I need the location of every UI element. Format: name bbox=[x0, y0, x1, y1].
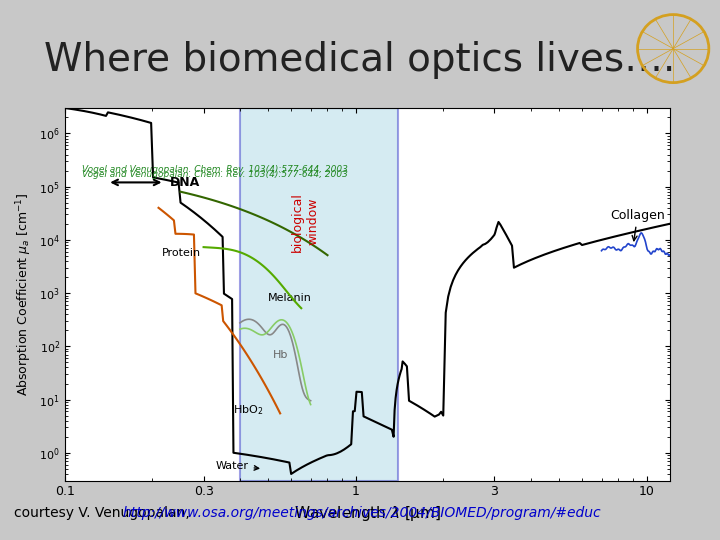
X-axis label: Wavelength $\lambda$ [µm]: Wavelength $\lambda$ [µm] bbox=[294, 504, 441, 523]
Text: http://www.osa.org/meetings/archives/2004/BIOMED/program/#educ: http://www.osa.org/meetings/archives/200… bbox=[122, 506, 601, 520]
Bar bbox=[240, 108, 398, 481]
Text: courtesy V. Venugopalan,: courtesy V. Venugopalan, bbox=[14, 506, 194, 520]
Text: Water: Water bbox=[215, 461, 258, 471]
Y-axis label: Absorption Coefficient $\mu_a$ [cm$^{-1}$]: Absorption Coefficient $\mu_a$ [cm$^{-1}… bbox=[14, 193, 34, 396]
Text: biological
window: biological window bbox=[291, 192, 319, 252]
Text: DNA: DNA bbox=[170, 176, 200, 189]
Text: Hb: Hb bbox=[273, 350, 289, 360]
Text: Vogel and Venugopalan. Chem. Rev. 103(4):577-644, 2003: Vogel and Venugopalan. Chem. Rev. 103(4)… bbox=[83, 170, 348, 179]
Text: Where biomedical optics lives….: Where biomedical optics lives…. bbox=[45, 41, 675, 79]
Text: Vogel and Venugopalan. Chem. Rev. 103(4):577-644, 2003: Vogel and Venugopalan. Chem. Rev. 103(4)… bbox=[83, 165, 348, 174]
Text: Collagen: Collagen bbox=[611, 208, 665, 241]
Text: Protein: Protein bbox=[161, 248, 201, 258]
Text: HbO$_2$: HbO$_2$ bbox=[233, 403, 264, 417]
Text: Melanin: Melanin bbox=[268, 293, 312, 303]
